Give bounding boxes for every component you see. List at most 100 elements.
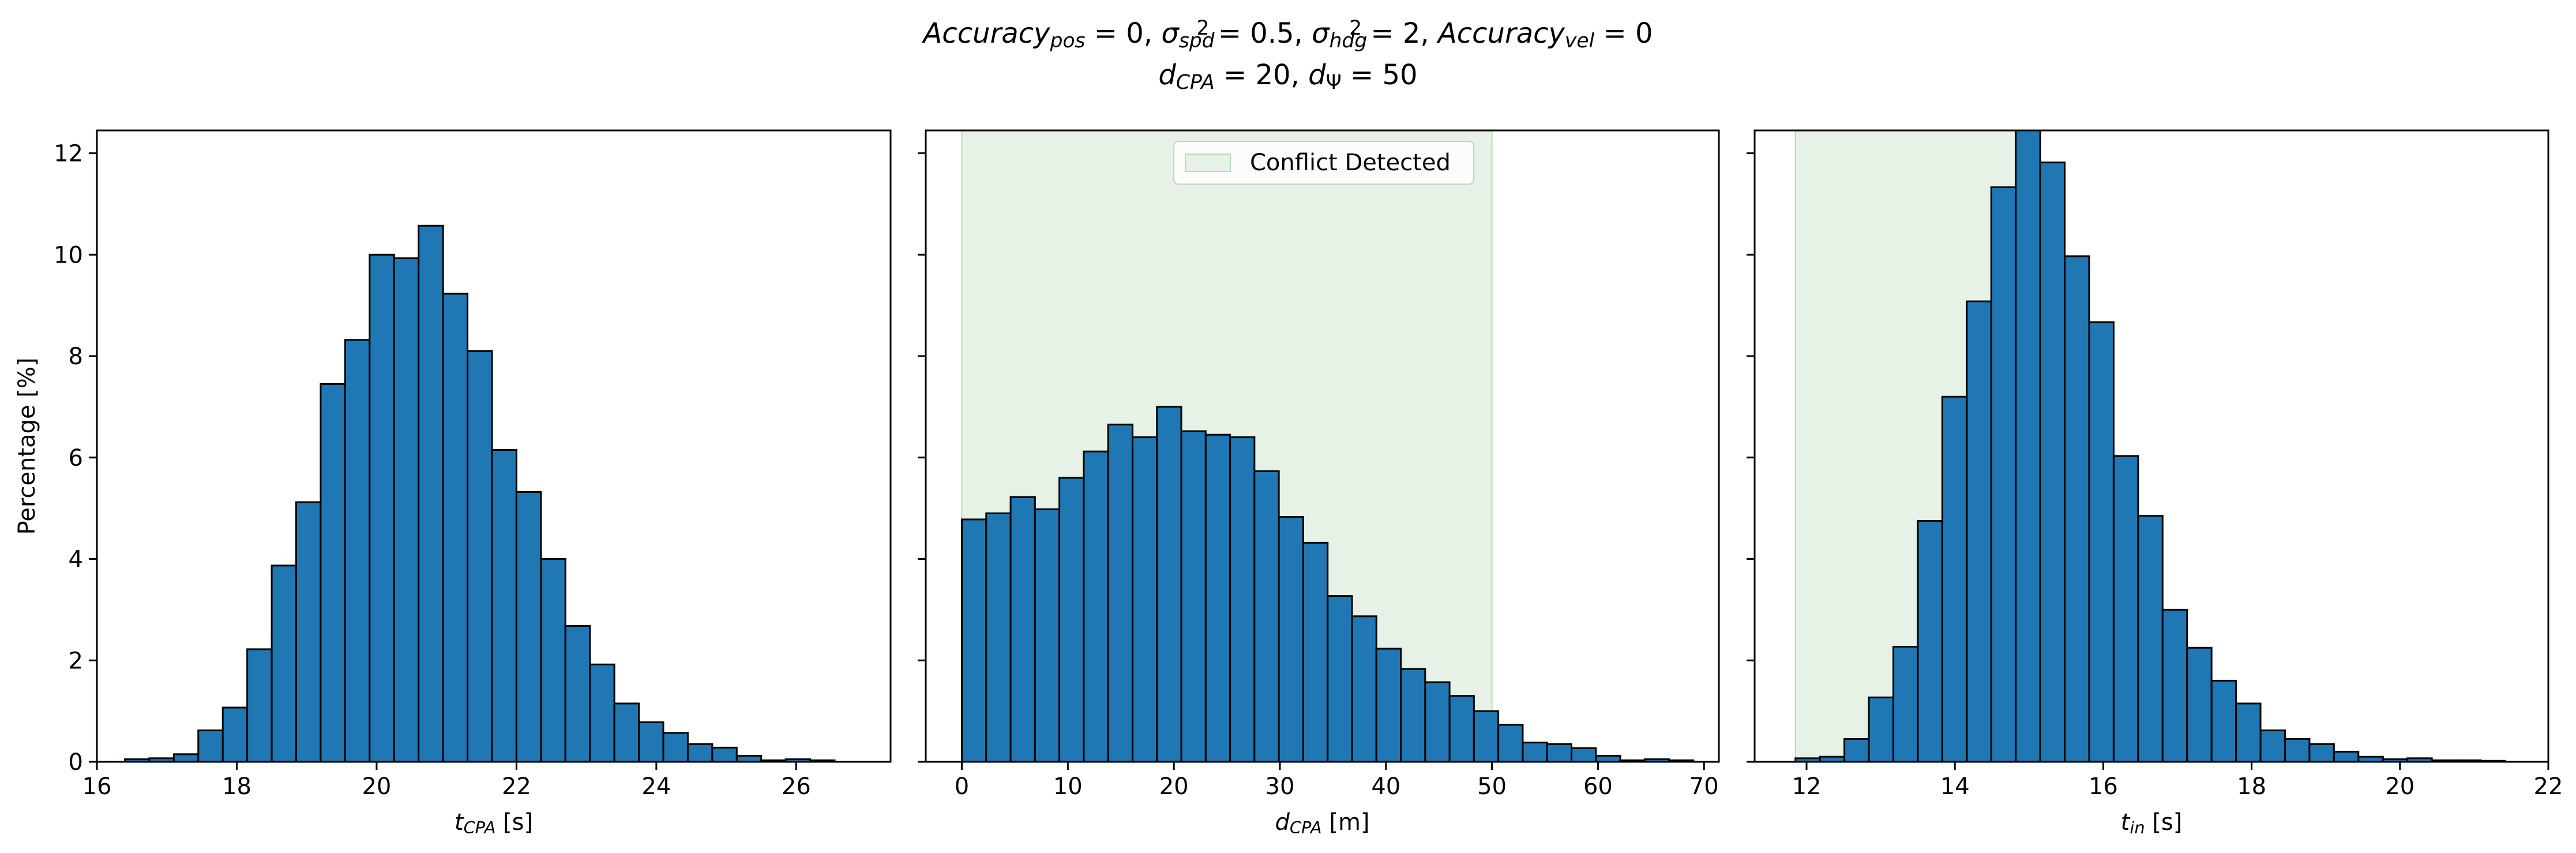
histogram-bar (271, 564, 298, 763)
histogram-bar (418, 225, 444, 763)
histogram-bar (1204, 433, 1231, 763)
x-tick-label: 60 (1583, 773, 1613, 800)
histogram-bar (1302, 541, 1329, 763)
histogram-bar (2308, 743, 2335, 763)
x-tick-label: 20 (1159, 773, 1189, 800)
histogram-bar (961, 518, 987, 763)
axes-frame (925, 129, 1720, 763)
y-axis-label: Percentage [%] (14, 358, 40, 535)
histogram-bar (540, 558, 566, 763)
histogram-bar (1351, 615, 1377, 763)
x-tick-label: 16 (2089, 773, 2118, 800)
histogram-bar (1083, 450, 1109, 763)
histogram-bar (197, 729, 224, 763)
histogram-bar (1156, 406, 1182, 763)
x-axis-label: tin [s] (2121, 809, 2183, 837)
legend-swatch (1185, 154, 1231, 172)
histogram-bar (1941, 395, 1968, 763)
x-tick-label: 40 (1371, 773, 1400, 800)
histogram-bar (2112, 455, 2139, 763)
legend: Conflict Detected (1173, 141, 1474, 185)
histogram-bar (1034, 508, 1061, 763)
figure-title-line-1: Accuracypos = 0, σspd2 = 0.5, σhdg2 = 2,… (921, 17, 1653, 53)
histogram-bar (2235, 702, 2262, 763)
histogram-bar (1892, 646, 1919, 763)
histogram-bar (2064, 255, 2090, 763)
histogram-bar (2284, 738, 2311, 763)
x-tick-label: 26 (782, 773, 811, 800)
x-tick-label: 10 (1053, 773, 1083, 800)
histogram-bar (2259, 729, 2286, 763)
x-tick-label: 22 (2534, 773, 2563, 800)
legend-box (1173, 141, 1474, 185)
histogram-bar (172, 753, 200, 763)
histogram-bar (467, 350, 493, 763)
histogram-bar (393, 257, 420, 763)
histogram-bar (1058, 477, 1085, 763)
histogram-bar (221, 706, 249, 763)
histogram-bar (564, 625, 591, 763)
x-tick-label: 50 (1477, 773, 1507, 800)
histogram-bar (1497, 724, 1524, 763)
histogram-bar (2186, 646, 2213, 763)
histogram-bar (491, 449, 517, 763)
histogram-bar (613, 702, 640, 763)
x-tick-label: 20 (362, 773, 391, 800)
histogram-bar (369, 253, 395, 763)
histogram-bar (1375, 648, 1402, 763)
histogram-bar (662, 732, 689, 763)
histogram-bar (1990, 186, 2017, 763)
histogram-bar (1229, 436, 1256, 763)
y-tick-label: 6 (69, 445, 83, 472)
histogram-bar (711, 746, 738, 763)
histogram-bar (2161, 608, 2188, 763)
x-tick-label: 18 (222, 773, 251, 800)
x-tick-label: 0 (955, 773, 969, 800)
histogram-bar (1843, 738, 1870, 763)
histogram-bar (1917, 520, 1943, 763)
x-tick-label: 20 (2385, 773, 2414, 800)
histogram-bar (1424, 681, 1451, 763)
histogram-bar (1107, 424, 1133, 763)
histogram-bar (1595, 754, 1621, 763)
histogram-bar (1966, 300, 1992, 763)
x-tick-label: 16 (82, 773, 112, 800)
histogram-bar (1868, 696, 1894, 763)
axes-frame (1753, 129, 2549, 763)
y-tick-label: 10 (54, 242, 83, 268)
x-tick-label: 70 (1689, 773, 1719, 800)
histogram-bar (2039, 161, 2066, 763)
histogram-bar (515, 491, 542, 763)
y-tick-label: 0 (69, 749, 83, 776)
y-tick-label: 8 (69, 343, 83, 370)
y-tick-label: 2 (69, 648, 83, 674)
histogram-bar (2210, 679, 2237, 763)
histogram-bar (2015, 129, 2041, 763)
histogram-bar (638, 721, 664, 763)
histogram-bar (1131, 436, 1158, 763)
histogram-bar (589, 663, 615, 763)
histogram-panel-dcpa: 0 10 20 30 40 50 60 70 dCPA [m] Conflict Detected (918, 129, 1720, 837)
histogram-panel-tin: 12 14 16 18 20 22 tin [s] (1747, 129, 2563, 837)
histogram-bar (1278, 516, 1304, 763)
histogram-bar (1400, 668, 1426, 763)
histogram-bar (1546, 743, 1572, 763)
histogram-bar (1522, 742, 1548, 763)
histogram-bar (1253, 470, 1280, 763)
histogram-bar (442, 293, 469, 763)
histogram-bar (2137, 515, 2164, 763)
y-tick-label: 4 (69, 547, 83, 573)
x-tick-label: 14 (1940, 773, 1970, 800)
histogram-bar (1180, 430, 1207, 763)
y-tick-label: 12 (54, 141, 83, 167)
x-axis-label: tCPA [s] (455, 809, 533, 837)
histogram-bar (1570, 747, 1597, 763)
histogram-bar (2088, 321, 2115, 763)
histogram-bar (1009, 496, 1036, 763)
histogram-bar (985, 512, 1012, 763)
x-tick-label: 24 (641, 773, 671, 800)
histogram-bar (686, 743, 714, 763)
x-axis-label: dCPA [m] (1275, 809, 1369, 837)
